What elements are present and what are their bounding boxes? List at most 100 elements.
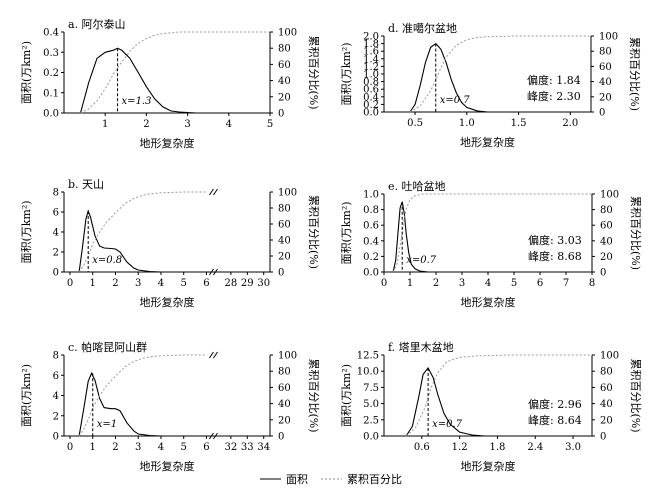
y2-tick-label: 60 — [600, 383, 613, 394]
series-cumulative-line — [78, 354, 207, 437]
x-tick-label: 33 — [241, 442, 254, 453]
y-tick-label: 0.2 — [43, 68, 59, 79]
panel-title: d. 准噶尔盆地 — [388, 21, 457, 35]
y-tick-label: 1.2 — [363, 62, 379, 73]
y2-tick-label: 80 — [599, 47, 612, 58]
x-tick-label: 2 — [433, 278, 439, 289]
y2-tick-label: 60 — [278, 220, 291, 231]
stats-kurt: 峰度: 2.30 — [527, 89, 581, 103]
y-tick-label: 5.0 — [363, 399, 379, 410]
y-axis-label: 面积(万km²) — [20, 41, 33, 104]
series-area-line — [405, 366, 485, 437]
x-tick-label: 0 — [67, 278, 73, 289]
y-tick-label: 0.0 — [363, 268, 379, 279]
x-tick-label: 32 — [225, 442, 238, 453]
x-tick-label: 6 — [203, 442, 209, 453]
y2-tick-label: 40 — [278, 399, 291, 410]
y-tick-label: 0.0 — [43, 109, 59, 120]
x-tick-label: 1 — [407, 278, 413, 289]
axis-break-mark — [209, 188, 214, 196]
y2-axis-label: 累积百分比(%) — [629, 358, 642, 432]
x-tick-label: 3.0 — [565, 442, 581, 453]
series-area-line — [409, 42, 488, 113]
x-tick-label: 0.6 — [414, 442, 430, 453]
peak-label: x=0.8 — [92, 255, 122, 266]
y-tick-label: 8 — [53, 188, 59, 199]
y-tick-label: 2.0 — [363, 32, 379, 43]
y-tick-label: 0.4 — [363, 92, 379, 103]
y2-axis-label: 累积百分比(%) — [307, 195, 320, 269]
peak-label: x=1.3 — [122, 96, 152, 107]
x-tick-label: 1.2 — [452, 442, 468, 453]
y-tick-label: 0.3 — [43, 48, 59, 59]
legend: 面积 累积百分比 — [260, 473, 402, 486]
axis-break-mark — [213, 432, 218, 440]
series-area-line — [78, 371, 162, 437]
x-tick-label: 7 — [563, 278, 569, 289]
x-tick-label: 3 — [184, 119, 190, 130]
y2-tick-label: 100 — [278, 28, 297, 39]
x-tick-label: 6 — [203, 278, 209, 289]
panel-title: c. 帕喀昆阿山群 — [68, 340, 147, 354]
y-tick-label: 12.5 — [357, 351, 379, 362]
y-tick-label: 1.6 — [363, 47, 379, 58]
y-tick-label: 1.8 — [363, 39, 379, 50]
x-tick-label: 0.5 — [407, 118, 423, 129]
y-tick-label: 10.0 — [357, 367, 379, 378]
y-tick-label: 0.4 — [43, 28, 59, 39]
series-cumulative-line — [78, 191, 207, 273]
panel-title: e. 吐哈盆地 — [388, 179, 446, 193]
x-tick-label: 34 — [257, 442, 270, 453]
y2-tick-label: 20 — [599, 92, 612, 103]
series-area-line — [79, 47, 196, 114]
stats-skew: 偏度: 2.96 — [528, 397, 582, 411]
panel-a: 1 2 3 4 5 0.0 0.1 0.2 0.3 0.4 0 20 40 60 80 100 a. 阿尔泰山地… — [20, 17, 320, 150]
y2-tick-label: 20 — [278, 415, 291, 426]
y-axis-label: 面积(万km²) — [340, 364, 353, 427]
y2-tick-label: 100 — [599, 32, 618, 43]
x-axis-label: 地形复杂度 — [140, 136, 195, 150]
axis-break-mark — [213, 268, 218, 276]
y2-tick-label: 80 — [278, 44, 291, 55]
y2-axis-label: 累积百分比(%) — [628, 37, 641, 111]
x-tick-label: 2.4 — [527, 442, 543, 453]
y2-tick-label: 100 — [600, 351, 619, 362]
y-tick-label: 2 — [53, 411, 59, 422]
x-tick-label: 5 — [511, 278, 517, 289]
y2-tick-label: 20 — [600, 252, 613, 263]
y2-tick-label: 20 — [278, 252, 291, 263]
y-tick-label: 0 — [53, 268, 59, 279]
stats-kurt: 峰度: 8.68 — [528, 249, 582, 263]
axis-break-mark — [213, 351, 218, 359]
x-tick-label: 28 — [225, 278, 238, 289]
y-tick-label: 0.4 — [363, 236, 379, 247]
y2-tick-label: 40 — [600, 399, 613, 410]
y2-tick-label: 60 — [600, 221, 613, 232]
peak-label: x=0.7 — [440, 95, 471, 106]
x-tick-label: 4 — [485, 278, 491, 289]
y2-tick-label: 20 — [278, 92, 291, 103]
x-tick-label: 30 — [257, 278, 270, 289]
y-tick-label: 0 — [53, 432, 59, 443]
stats-skew: 偏度: 3.03 — [528, 233, 582, 247]
y-tick-label: 0.6 — [363, 85, 379, 96]
y2-tick-label: 20 — [600, 415, 613, 426]
y2-tick-label: 40 — [600, 236, 613, 247]
axis-break-mark — [213, 188, 218, 196]
x-axis-label: 地形复杂度 — [140, 459, 195, 473]
series-cumulative-line — [80, 31, 270, 114]
y2-tick-label: 0 — [278, 109, 284, 120]
panel-title: b. 天山 — [68, 178, 104, 191]
series-area-line — [78, 209, 162, 273]
x-tick-label: 29 — [241, 278, 254, 289]
peak-label: x=0.7 — [432, 419, 463, 430]
y-tick-label: 0.0 — [363, 108, 379, 119]
y-tick-label: 1.0 — [363, 70, 379, 81]
y-tick-label: 6 — [53, 371, 59, 382]
axis-break-mark — [209, 432, 214, 440]
x-tick-label: 0 — [67, 442, 73, 453]
y2-tick-label: 80 — [600, 367, 613, 378]
legend-cum-label: 累积百分比 — [347, 473, 402, 486]
